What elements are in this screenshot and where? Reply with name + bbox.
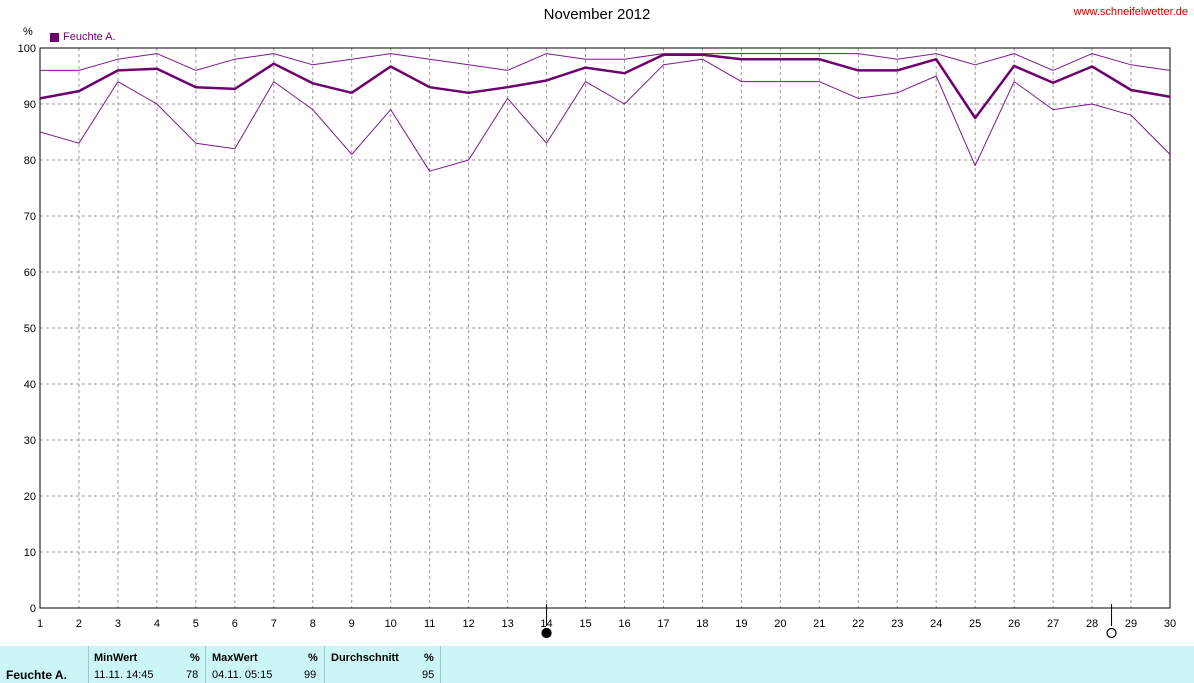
- x-tick-label: 19: [735, 618, 747, 630]
- full-moon-icon: [1106, 627, 1117, 639]
- min-value: 78: [186, 669, 199, 681]
- y-tick-label: 90: [24, 99, 36, 111]
- plot-frame: [39, 47, 1171, 609]
- max-time: 04.11. 05:15: [212, 669, 273, 681]
- x-tick-label: 3: [115, 618, 121, 630]
- x-tick-label: 12: [462, 618, 474, 630]
- y-tick-label: 0: [30, 603, 36, 615]
- y-tick-label: 50: [24, 323, 36, 335]
- min-header: MinWert: [94, 652, 138, 664]
- x-tick-label: 6: [232, 618, 238, 630]
- x-tick-label: 10: [385, 618, 397, 630]
- legend-swatch: [50, 32, 59, 42]
- x-tick-label: 2: [76, 618, 82, 630]
- stats-series-label: Feuchte A.: [6, 668, 67, 682]
- stats-max-cell: MaxWert % 04.11. 05:15 99: [206, 646, 325, 683]
- stats-series-cell: Feuchte A.: [0, 646, 89, 683]
- max-header: MaxWert: [212, 652, 258, 664]
- y-tick-label: 60: [24, 267, 36, 279]
- x-tick-label: 11: [424, 618, 435, 630]
- site-link[interactable]: www.schneifelwetter.de: [1073, 6, 1188, 18]
- stats-table: Feuchte A. MinWert % 11.11. 14:45 78 Max…: [0, 646, 1194, 683]
- stats-min-cell: MinWert % 11.11. 14:45 78: [88, 646, 206, 683]
- y-tick-label: 40: [24, 379, 36, 391]
- x-tick-label: 7: [271, 618, 277, 630]
- max-unit: %: [308, 652, 318, 664]
- x-tick-label: 29: [1125, 618, 1137, 630]
- min-unit: %: [190, 652, 200, 664]
- y-tick-label: 10: [24, 547, 36, 559]
- y-axis-unit: %: [23, 26, 33, 38]
- x-tick-label: 23: [891, 618, 903, 630]
- x-tick-label: 18: [696, 618, 708, 630]
- x-tick-label: 28: [1086, 618, 1098, 630]
- y-tick-label: 100: [18, 43, 36, 55]
- stats-avg-cell: Durchschnitt % 95: [325, 646, 441, 683]
- x-tick-label: 8: [310, 618, 316, 630]
- y-tick-label: 30: [24, 435, 36, 447]
- x-tick-label: 20: [774, 618, 786, 630]
- x-tick-label: 21: [813, 618, 825, 630]
- y-tick-label: 20: [24, 491, 36, 503]
- x-tick-label: 15: [579, 618, 591, 630]
- max-value: 99: [304, 669, 317, 681]
- x-tick-label: 24: [930, 618, 942, 630]
- series-line-min: [39, 58, 1171, 172]
- avg-value: 95: [422, 669, 435, 681]
- x-tick-label: 16: [618, 618, 630, 630]
- x-tick-label: 22: [852, 618, 864, 630]
- series-line-mean: [39, 53, 1171, 120]
- new-moon-icon: [541, 627, 552, 639]
- chart-title: November 2012: [543, 6, 651, 23]
- y-tick-label: 80: [24, 155, 36, 167]
- x-tick-label: 25: [969, 618, 981, 630]
- x-tick-label: 17: [657, 618, 669, 630]
- x-tick-label: 4: [154, 618, 160, 630]
- x-tick-label: 9: [349, 618, 355, 630]
- legend: Feuchte A.: [50, 31, 116, 43]
- x-tick-label: 1: [37, 618, 43, 630]
- legend-label: Feuchte A.: [63, 31, 116, 43]
- x-tick-label: 13: [501, 618, 513, 630]
- x-tick-label: 26: [1008, 618, 1020, 630]
- y-tick-label: 70: [24, 211, 36, 223]
- series-line-max: [40, 53, 1171, 71]
- x-tick-label: 27: [1047, 618, 1059, 630]
- x-tick-label: 5: [193, 618, 199, 630]
- x-tick-label: 30: [1164, 618, 1176, 630]
- avg-unit: %: [424, 652, 434, 664]
- min-time: 11.11. 14:45: [94, 669, 154, 681]
- avg-header: Durchschnitt: [331, 652, 399, 664]
